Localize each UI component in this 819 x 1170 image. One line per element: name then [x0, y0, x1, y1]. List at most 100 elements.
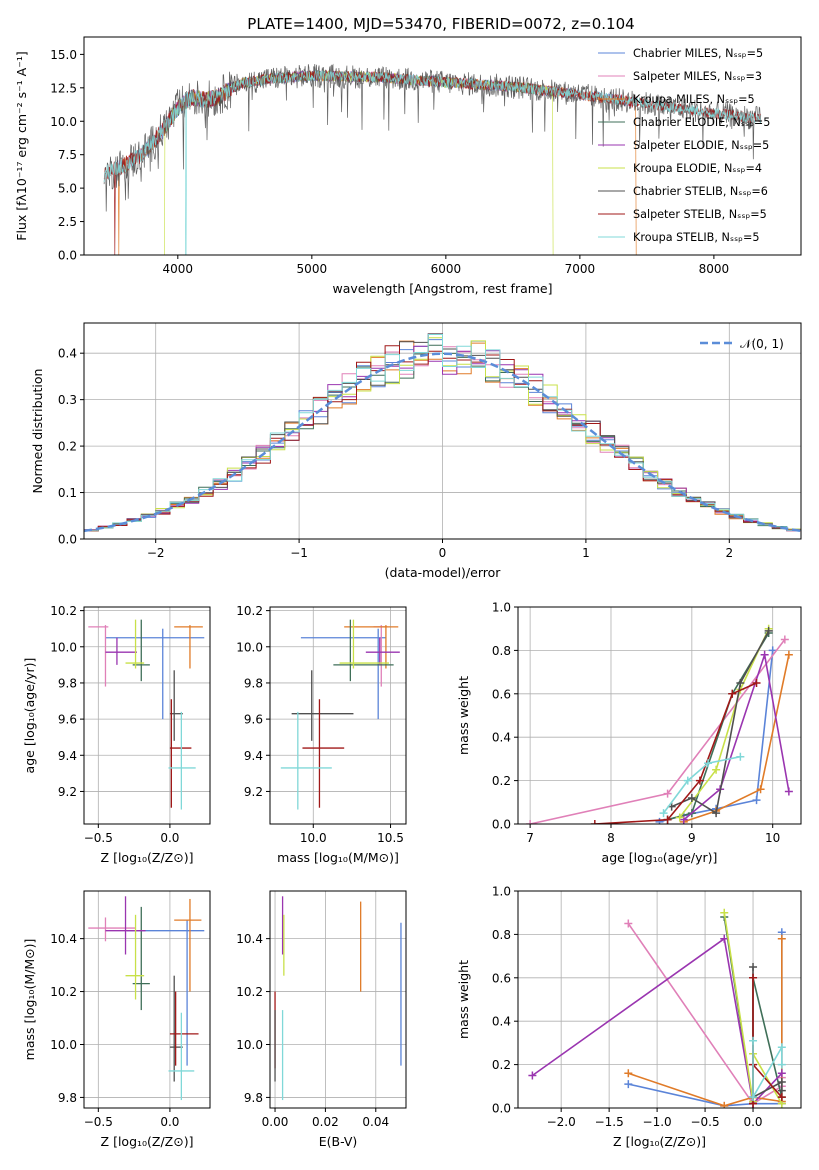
y-tick-label: 10.2 [236, 985, 263, 999]
axes-box [83, 36, 802, 256]
legend-entry: Salpeter ELODIE, Nₛₛₚ=5 [633, 139, 769, 152]
data-point [333, 619, 394, 682]
spectrum-line [115, 70, 637, 177]
y-axis-label: age [log₁₀(age/yr)] [22, 658, 37, 774]
panel-mass_vs_Z: −0.5 0.0 9.8 10.0 10.2 10.4 Z [log₁₀(Z/Z⊙)] mas… [22, 890, 211, 1149]
x-tick-label: 0.00 [262, 1115, 289, 1129]
weight-marker [768, 646, 777, 655]
weight-marker [712, 765, 721, 774]
y-tick-label: 10.0 [236, 640, 263, 654]
data-point [105, 637, 137, 665]
y-tick-label: 10.0 [50, 115, 77, 129]
y-tick-label: 10.4 [50, 932, 77, 946]
weight-marker [663, 815, 672, 824]
weight-marker [679, 815, 688, 824]
y-tick-label: 7.5 [58, 148, 77, 162]
y-tick-label: 9.8 [58, 676, 77, 690]
y-tick-label: 9.6 [244, 713, 263, 727]
y-tick-label: 5.0 [58, 182, 77, 196]
x-tick-label: 7 [526, 831, 534, 845]
x-tick-label: 8000 [699, 262, 730, 276]
axes-frame: −2 −1 0 1 2 0.0 0.1 0.2 0.3 0.4 (data-model)/error… [30, 322, 802, 580]
weight-marker [752, 678, 761, 687]
x-axis-label: E(B-V) [319, 1134, 358, 1149]
y-tick-label: 1.0 [492, 885, 511, 899]
axes-box [83, 890, 211, 1109]
plot-area [103, 63, 762, 255]
weight-marker [624, 1069, 633, 1078]
x-tick-label: 0.0 [160, 1115, 179, 1129]
x-tick-label: −1 [290, 546, 308, 560]
x-tick-label: 7000 [565, 262, 596, 276]
y-tick-label: 9.4 [244, 749, 263, 763]
weight-marker [777, 1093, 786, 1102]
data-point [105, 628, 205, 720]
x-tick-label: −0.5 [84, 1115, 113, 1129]
data-point [125, 619, 145, 669]
data-point [105, 896, 146, 955]
y-tick-label: 0.2 [58, 440, 77, 454]
weight-marker [736, 678, 745, 687]
weight-marker [749, 1093, 758, 1102]
y-tick-label: 9.8 [244, 676, 263, 690]
weight-marker [712, 809, 721, 818]
y-tick-label: 0.8 [492, 644, 511, 658]
weight-series [662, 755, 741, 814]
data-point [168, 711, 196, 810]
legend-entry: Chabrier ELODIE, Nₛₛₚ=5 [633, 116, 770, 129]
weight-marker [655, 817, 664, 824]
x-tick-label: −1.5 [595, 1115, 624, 1129]
plot-area [280, 619, 400, 810]
plot-area [274, 896, 402, 1101]
x-axis-label: Z [log₁₀(Z/Z⊙)] [101, 850, 194, 865]
axes-frame: 10.0 10.5 9.2 9.4 9.6 9.8 10.0 10.2 mass [log₁₀(… [236, 604, 407, 865]
x-tick-label: 10.5 [377, 831, 404, 845]
data-point [302, 699, 345, 808]
weight-marker [752, 796, 761, 805]
y-tick-label: 10.0 [236, 1038, 263, 1052]
y-tick-label: 0.1 [58, 486, 77, 500]
legend-entry: 𝒩(0, 1) [740, 337, 784, 351]
weight-marker [528, 1071, 537, 1080]
weight-marker [675, 813, 684, 822]
plot-area [88, 619, 205, 810]
panel-age_vs_mass: 10.0 10.5 9.2 9.4 9.6 9.8 10.0 10.2 mass [log₁₀(… [236, 604, 407, 865]
data-point [88, 917, 136, 942]
y-tick-label: 0.0 [58, 249, 77, 263]
weight-marker [704, 759, 713, 768]
panel-mass_vs_ebv: 0.00 0.02 0.04 9.8 10.0 10.2 10.4 E(B-V) [236, 890, 407, 1149]
y-tick-label: 10.2 [50, 985, 77, 999]
x-tick-label: 10 [765, 831, 780, 845]
y-tick-label: 12.5 [50, 81, 77, 95]
y-tick-label: 0.8 [492, 928, 511, 942]
histogram-series [84, 334, 801, 539]
weight-marker [663, 789, 672, 798]
y-tick-label: 0.2 [492, 1058, 511, 1072]
y-tick-label: 0.6 [492, 971, 511, 985]
y-tick-label: 0.3 [58, 393, 77, 407]
axes-frame: −0.5 0.0 9.8 10.0 10.2 10.4 Z [log₁₀(Z/Z⊙)] mas… [22, 890, 211, 1149]
axes-frame: 4000 5000 6000 7000 8000 0.0 2.5 5.0 7.5 10.0 12.5… [14, 36, 802, 296]
y-tick-label: 10.4 [236, 932, 263, 946]
weight-marker [777, 1060, 786, 1069]
weight-marker [749, 1036, 758, 1045]
data-point [291, 670, 354, 741]
legend-entry: Kroupa MILES, Nₛₛₚ=5 [633, 93, 755, 106]
y-tick-label: 9.2 [244, 785, 263, 799]
y-tick-label: 10.2 [236, 604, 263, 618]
plot-area [528, 908, 786, 1108]
y-axis-label: Flux [fλ10⁻¹⁷ erg cm⁻² s⁻¹ A⁻¹] [14, 51, 29, 240]
weight-marker [683, 776, 692, 785]
data-point [126, 920, 205, 1066]
x-axis-label: mass [log₁₀(M/M⊙)] [277, 850, 399, 865]
spectrum-line [103, 69, 762, 255]
x-axis-label: wavelength [Angstrom, rest frame] [332, 281, 552, 296]
weight-marker [749, 973, 758, 982]
x-axis-label: Z [log₁₀(Z/Z⊙)] [101, 1134, 194, 1149]
weight-marker [764, 626, 773, 635]
y-tick-label: 0.0 [492, 818, 511, 832]
legend-entry: Chabrier STELIB, Nₛₛₚ=6 [633, 185, 768, 198]
data-point [280, 711, 332, 810]
x-tick-label: 10.0 [300, 831, 327, 845]
